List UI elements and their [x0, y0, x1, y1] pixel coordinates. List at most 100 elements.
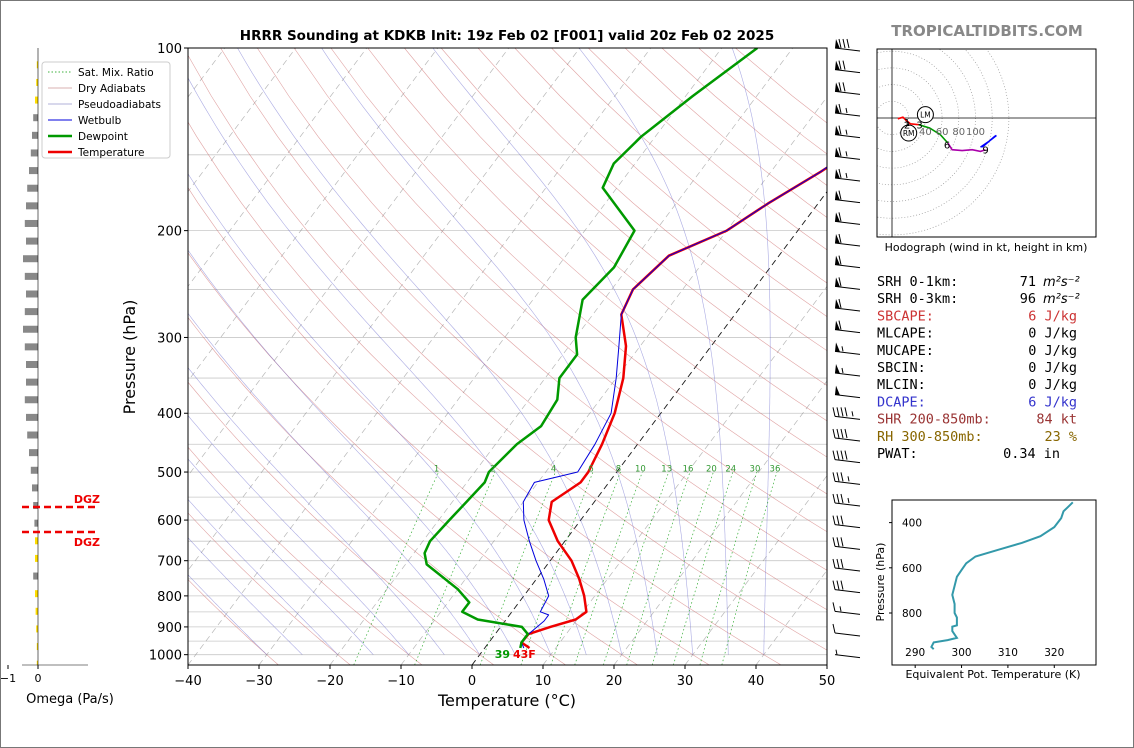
mixing-ratio-line: [479, 471, 556, 665]
omega-bar: [27, 184, 38, 192]
index-value: 96: [1020, 291, 1036, 307]
dry-adiabat: [188, 252, 638, 665]
wind-barb-full: [832, 493, 836, 504]
index-value: 0 J/kg: [1028, 343, 1077, 359]
omega-bar: [36, 643, 38, 651]
wind-barb-staff: [834, 524, 861, 529]
wind-barb-full: [832, 602, 836, 612]
index-label: SBCAPE:: [877, 308, 934, 324]
isotherm-line: [400, 96, 827, 665]
omega-bar: [33, 502, 38, 510]
x-tick-label: 50: [819, 674, 836, 689]
wind-barb-staff: [834, 459, 861, 464]
mixing-ratio-line: [520, 471, 594, 665]
wind-barb-full: [840, 472, 844, 482]
wind-barb-full: [840, 450, 844, 460]
wind-barb-flag: [835, 212, 840, 222]
omega-panel: 0−1−2 DGZ DGZ Omega (Pa/s): [0, 48, 114, 707]
wind-barb: [834, 103, 861, 117]
series-wetbulb: [521, 166, 827, 649]
wind-barb-flag: [835, 39, 840, 49]
wind-barb-flag: [835, 363, 840, 374]
x-tick-label: 10: [535, 674, 552, 689]
omega-bar: [24, 396, 38, 404]
wind-barb-full: [836, 537, 840, 547]
wind-barb-staff: [834, 155, 861, 160]
omega-bar: [36, 78, 38, 86]
dry-adiabat: [188, 54, 827, 651]
wind-barb-full: [842, 82, 846, 92]
wind-barb-full: [832, 558, 836, 569]
mixing-ratio-label: 6: [588, 465, 593, 475]
wind-barb-staff: [834, 264, 861, 269]
wind-barb-full: [838, 38, 842, 49]
wind-barb-full: [832, 580, 836, 590]
theta-e-x-label: Equivalent Pot. Temperature (K): [905, 668, 1080, 681]
wind-barb-full: [840, 407, 844, 417]
surface-dewpoint-label: 39: [495, 648, 510, 661]
wind-barb-staff: [834, 567, 861, 572]
wind-barb-full: [836, 580, 840, 590]
y-tick-label: 200: [157, 225, 182, 240]
isotherm-line: [329, 48, 794, 665]
wind-barb: [834, 212, 861, 225]
wind-barb-half: [847, 497, 850, 504]
legend-label: Dry Adiabats: [78, 83, 146, 95]
y-tick-label: 500: [157, 466, 182, 481]
wind-barb-staff: [834, 177, 861, 182]
hodograph-ring-label: 40: [919, 127, 932, 138]
moist-adiabat: [731, 48, 771, 655]
index-label: SRH 0-3km:: [877, 291, 958, 307]
legend-label: Temperature: [77, 147, 145, 159]
wind-barb-staff: [834, 632, 861, 637]
wind-barb-full: [838, 190, 842, 200]
mixing-ratio-label: 16: [683, 465, 694, 475]
omega-bar: [35, 537, 38, 545]
wind-barb-full: [842, 60, 846, 70]
wind-barb-full: [844, 407, 848, 417]
omega-bar: [33, 114, 38, 122]
omega-bar: [24, 308, 38, 316]
wind-barb-staff: [834, 372, 861, 377]
index-label: MUCAPE:: [877, 343, 934, 359]
dry-adiabat: [477, 48, 827, 352]
legend-label: Sat. Mix. Ratio: [78, 67, 154, 79]
wind-barb: [832, 450, 861, 464]
wind-barb-staff: [834, 415, 861, 420]
omega-bar: [35, 607, 38, 615]
theta-x-tick-label: 290: [905, 647, 925, 659]
omega-bar: [26, 237, 38, 245]
x-tick-label: −30: [245, 674, 272, 689]
hodograph-marker-circle: [900, 124, 918, 142]
wind-barb-half: [845, 107, 848, 114]
isotherm-line: [188, 48, 368, 287]
omega-bar: [29, 167, 38, 175]
wind-barb: [834, 82, 861, 95]
omega-bar: [29, 449, 38, 457]
wind-barb-full: [846, 38, 850, 49]
y-tick-label: 900: [157, 621, 182, 636]
index-value: 0.34 in: [1003, 446, 1060, 462]
index-value: 84 kt: [1036, 412, 1077, 428]
hodograph-ring-label: 100: [966, 127, 985, 138]
legend: Sat. Mix. Ratio Dry Adiabats Pseudoadiabat…: [41, 61, 171, 159]
wind-barb-full: [836, 515, 840, 525]
mixing-ratio-label: 8: [616, 465, 621, 475]
wind-barb-staff: [834, 350, 861, 355]
x-tick-label: 40: [748, 674, 765, 689]
omega-bar: [27, 431, 38, 439]
wind-barb-full: [838, 298, 842, 309]
wind-barb: [834, 342, 861, 355]
moist-adiabat: [188, 498, 339, 655]
moist-adiabat: [188, 574, 268, 655]
isotherm-line: [188, 48, 510, 477]
dry-adiabat: [367, 48, 827, 458]
omega-bar: [36, 660, 38, 665]
index-value: 0 J/kg: [1028, 360, 1077, 376]
isotherm-line: [188, 48, 652, 665]
mixing-ratio-line: [673, 471, 734, 665]
x-axis-label: Temperature (°C): [437, 691, 576, 710]
wind-barb-staff: [834, 610, 861, 615]
